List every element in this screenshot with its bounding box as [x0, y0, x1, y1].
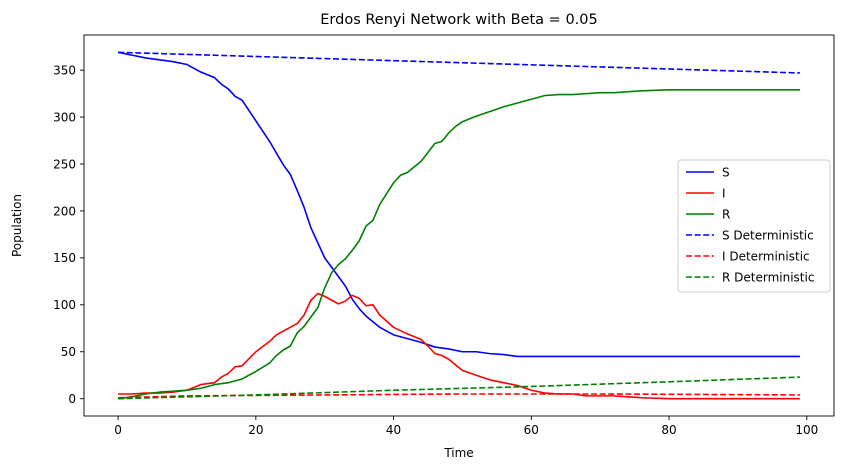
y-tick-label: 100 — [53, 298, 76, 312]
x-tick-label: 80 — [661, 423, 676, 437]
x-tick-label: 100 — [795, 423, 818, 437]
chart-title: Erdos Renyi Network with Beta = 0.05 — [320, 12, 597, 28]
y-tick-label: 300 — [53, 110, 76, 124]
series-line-s — [117, 51, 800, 358]
y-axis-title: Population — [10, 194, 24, 257]
series-line-r-deterministic — [118, 376, 800, 400]
legend-label-s-deterministic: S Deterministic — [722, 228, 814, 242]
x-tick-label: 0 — [114, 423, 122, 437]
plot-frame — [83, 34, 835, 417]
series-line-s-deterministic — [118, 51, 800, 74]
y-tick-label: 150 — [53, 251, 76, 265]
series-group — [117, 51, 800, 400]
y-tick-label: 200 — [53, 204, 76, 218]
y-tick-label: 0 — [68, 392, 76, 406]
x-tick-label: 60 — [524, 423, 539, 437]
x-tick-label: 40 — [386, 423, 401, 437]
x-axis: 0 20 40 60 80 100 — [114, 416, 818, 437]
y-tick-label: 50 — [61, 345, 76, 359]
legend-label-r-deterministic: R Deterministic — [722, 270, 814, 284]
x-tick-label: 20 — [248, 423, 263, 437]
legend-label-i: I — [722, 186, 726, 200]
legend-label-i-deterministic: I Deterministic — [722, 249, 810, 263]
legend-label-r: R — [722, 207, 730, 221]
series-line-i-deterministic — [118, 393, 800, 399]
plot-area — [83, 34, 835, 417]
legend-box — [677, 159, 831, 293]
legend-label-s: S — [722, 165, 730, 179]
y-tick-label: 250 — [53, 157, 76, 171]
series-line-r — [117, 89, 800, 400]
legend: SIR S Deterministic I Deterministic R Deter… — [677, 159, 831, 293]
y-tick-label: 350 — [53, 63, 76, 77]
x-axis-title: Time — [443, 446, 473, 460]
y-axis: 0 50 100 150 200 250 300 350 — [53, 63, 84, 406]
